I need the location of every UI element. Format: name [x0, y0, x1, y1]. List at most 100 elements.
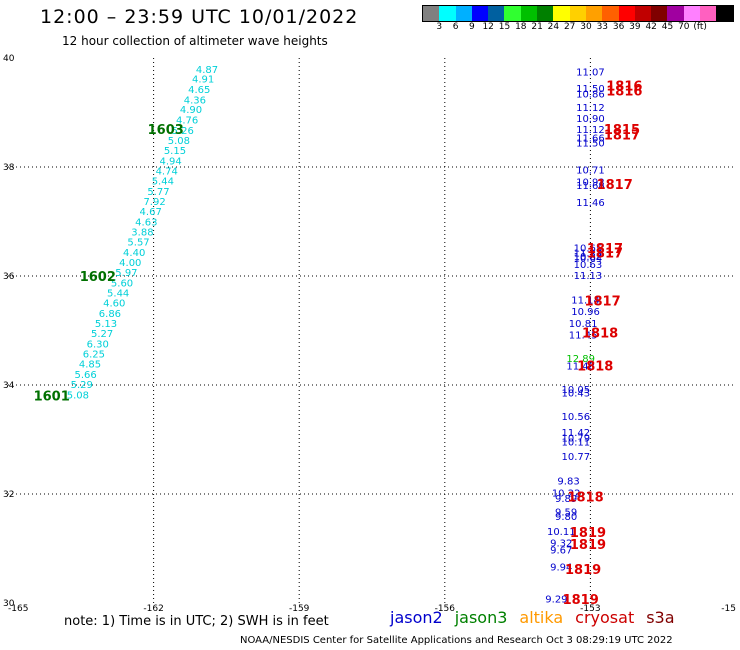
color-swatch — [537, 6, 554, 21]
y-tick-label: 34 — [3, 381, 15, 391]
wave-height-label: 4.40 — [123, 248, 145, 259]
wave-height-label: 4.91 — [192, 75, 214, 86]
legend-entry-s3a: s3a — [646, 608, 675, 627]
wave-height-label: 9.80 — [555, 512, 577, 523]
time-label: 1816 — [606, 79, 642, 94]
wave-height-label: 4.90 — [180, 105, 202, 116]
wave-height-label: 10.92 — [576, 178, 605, 189]
color-scale-label: 33 — [596, 22, 609, 32]
wave-height-label: 9.29 — [545, 595, 567, 606]
time-label: 1819 — [565, 563, 601, 578]
wave-height-label: 11.13 — [574, 271, 603, 282]
color-scale-label: 12 — [482, 22, 494, 32]
wave-height-label: 3.88 — [131, 227, 153, 238]
satellite-legend: jason2 jason3 altika cryosat s3a — [390, 608, 687, 627]
legend-entry-cryosat: cryosat — [575, 608, 635, 627]
legend-entry-jason2: jason2 — [390, 608, 443, 627]
wave-height-label: 10.79 — [562, 433, 591, 444]
wave-height-label: 5.15 — [164, 146, 186, 157]
credit-line: NOAA/NESDIS Center for Satellite Applica… — [240, 635, 673, 646]
wave-height-label: 11.45 — [569, 330, 598, 341]
wave-height-label: 4.74 — [156, 166, 178, 177]
color-scale-label: 3 — [436, 22, 443, 32]
wave-height-label: 9.94 — [550, 562, 572, 573]
wave-height-label: 9.89 — [555, 494, 577, 505]
y-tick-label: 30 — [3, 599, 15, 609]
y-tick-label: 36 — [3, 272, 15, 282]
time-label: 1818 — [567, 491, 603, 506]
color-swatch — [585, 6, 603, 21]
time-label: 1817 — [587, 247, 623, 262]
x-tick-label: -153 — [580, 604, 600, 614]
wave-height-label: 9.59 — [555, 507, 577, 518]
wave-height-label: 4.76 — [176, 116, 198, 127]
wave-height-label: 5.97 — [115, 268, 137, 279]
color-scale-label: (ft) — [693, 22, 707, 32]
time-label: 1818 — [582, 327, 618, 342]
wave-height-label: 10.86 — [576, 89, 605, 100]
color-swatch — [520, 6, 538, 21]
color-swatch — [439, 6, 456, 21]
wave-height-label: 11.48 — [566, 361, 595, 372]
wave-height-label: 6.86 — [99, 309, 121, 320]
time-label: 1816 — [606, 85, 642, 100]
time-label: 1819 — [570, 538, 606, 553]
time-label: 1603 — [148, 123, 184, 138]
wave-height-label: 4.63 — [135, 218, 157, 229]
wave-height-label: 7.92 — [143, 197, 165, 208]
wave-height-label: 10.63 — [574, 260, 603, 271]
wave-height-label: 10.22 — [552, 488, 581, 499]
wave-height-label: 5.44 — [107, 288, 129, 299]
x-tick-label: -159 — [289, 604, 310, 614]
color-scale-label: 42 — [645, 22, 657, 32]
color-swatch — [667, 6, 684, 21]
x-tick-label: -156 — [435, 604, 456, 614]
wave-height-label: 10.11 — [547, 527, 576, 538]
color-scale-label: 24 — [547, 22, 560, 32]
footer-note: note: 1) Time is in UTC; 2) SWH is in fe… — [64, 614, 329, 629]
time-label: 1817 — [604, 128, 640, 143]
time-label: 1819 — [570, 526, 606, 541]
wave-height-label: 4.94 — [159, 156, 181, 167]
color-scale-label: 9 — [469, 22, 475, 32]
wave-height-label: 11.68 — [576, 181, 605, 192]
wave-height-label: 5.60 — [111, 279, 133, 290]
wave-height-label: 10.71 — [576, 166, 605, 177]
wave-height-label: 11.23 — [574, 249, 603, 260]
wave-height-label: 5.08 — [67, 390, 89, 401]
color-swatch — [683, 6, 701, 21]
wave-height-label: 5.29 — [71, 380, 93, 391]
wave-height-label: 4.36 — [184, 95, 206, 106]
wave-height-label: 11.46 — [576, 198, 605, 209]
legend-entry-altika: altika — [519, 608, 564, 627]
wave-height-label: 10.43 — [562, 389, 591, 400]
wave-height-label: 5.44 — [152, 177, 174, 188]
legend-entry-jason3: jason3 — [454, 608, 508, 627]
time-label: 1815 — [604, 123, 640, 138]
wave-height-label: 12.89 — [566, 354, 595, 365]
color-scale-label: 70 — [678, 22, 690, 32]
wave-height-label: 9.32 — [550, 539, 572, 550]
color-scale-label: 45 — [661, 22, 674, 32]
color-swatch — [716, 6, 733, 21]
wave-height-label: 10.81 — [569, 319, 598, 330]
wave-height-label: 11.12 — [576, 125, 605, 136]
wave-height-label: 6.30 — [87, 340, 109, 351]
time-label: 1817 — [597, 178, 633, 193]
wave-height-label: 9.67 — [550, 546, 572, 557]
color-scale-label: 18 — [515, 22, 527, 32]
time-label: 1602 — [80, 270, 116, 285]
color-swatch — [423, 6, 440, 21]
wave-height-label: 10.56 — [562, 412, 591, 423]
wave-height-label: 4.67 — [140, 207, 162, 218]
wave-height-label: 5.08 — [168, 136, 190, 147]
wave-height-label: 11.50 — [576, 84, 605, 95]
wave-height-label: 6.25 — [83, 349, 105, 360]
wave-height-label: 9.83 — [557, 476, 579, 487]
wave-height-label: 4.00 — [119, 258, 141, 269]
wave-height-label: 10.96 — [571, 307, 600, 318]
wave-height-label: 5.66 — [75, 370, 97, 381]
color-swatch — [700, 6, 717, 21]
chart-title: 12:00 – 23:59 UTC 10/01/2022 — [40, 6, 359, 28]
